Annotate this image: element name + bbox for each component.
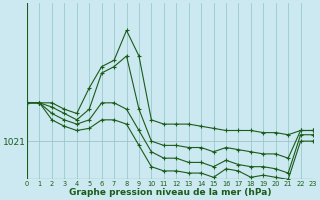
X-axis label: Graphe pression niveau de la mer (hPa): Graphe pression niveau de la mer (hPa) xyxy=(69,188,271,197)
